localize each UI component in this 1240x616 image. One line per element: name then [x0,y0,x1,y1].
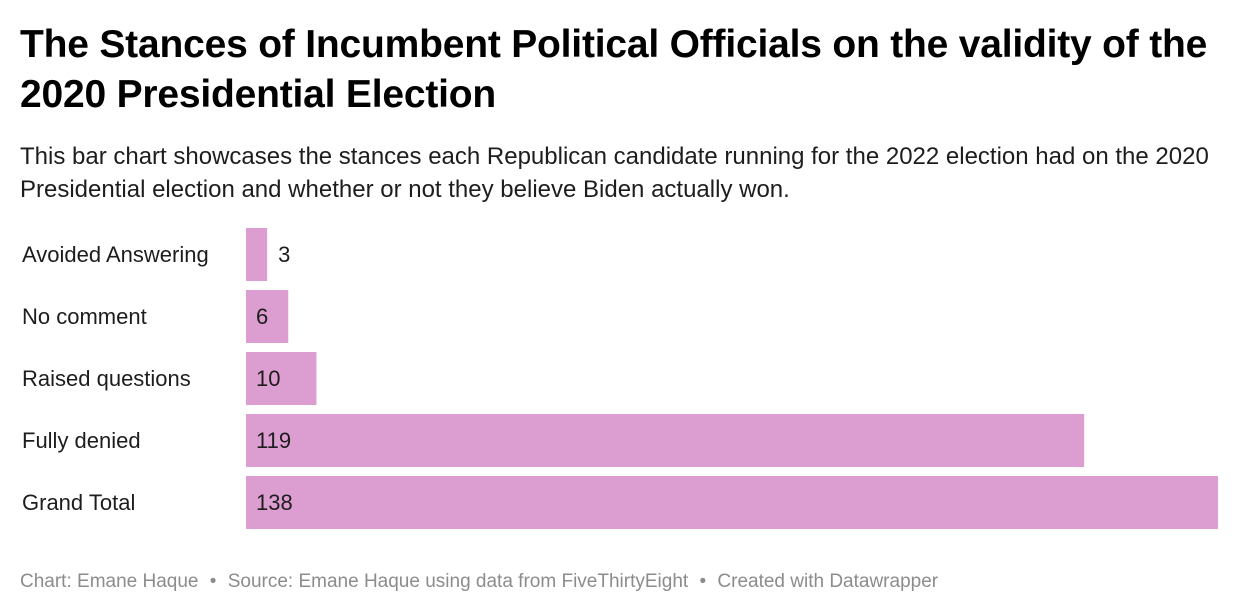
category-label-no-comment: No comment [22,304,147,329]
footer-separator: • [209,571,217,592]
category-label-avoided-answering: Avoided Answering [22,242,209,267]
category-label-grand-total: Grand Total [22,490,135,515]
category-label-fully-denied: Fully denied [22,428,141,453]
value-label-fully-denied: 119 [256,428,291,453]
chart-credit: Chart: Emane Haque [20,571,199,592]
bar-avoided-answering [246,228,268,281]
bar-raised-questions [246,352,317,405]
datawrapper-credit: Created with Datawrapper [717,571,939,592]
value-label-grand-total: 138 [256,490,293,515]
chart-subtitle: This bar chart showcases the stances eac… [20,143,1209,203]
bar-no-comment [246,290,289,343]
value-label-avoided-answering: 3 [278,242,290,267]
value-label-raised-questions: 10 [256,366,280,391]
bar-grand-total [246,476,1218,529]
chart-footer: Chart: Emane Haque • Source: Emane Haque… [20,570,938,594]
source-credit: Source: Emane Haque using data from Five… [227,571,689,592]
chart-title: The Stances of Incumbent Political Offic… [20,23,1208,116]
value-label-no-comment: 6 [256,304,268,329]
bars-layer: Avoided Answering 3 No comment 6 Raised ques… [22,228,1218,529]
bar-fully-denied [246,414,1085,467]
bar-chart: Avoided Answering 3 No comment 6 Raised ques… [22,228,1218,529]
category-label-raised-questions: Raised questions [22,366,191,391]
footer-separator: • [699,571,707,592]
